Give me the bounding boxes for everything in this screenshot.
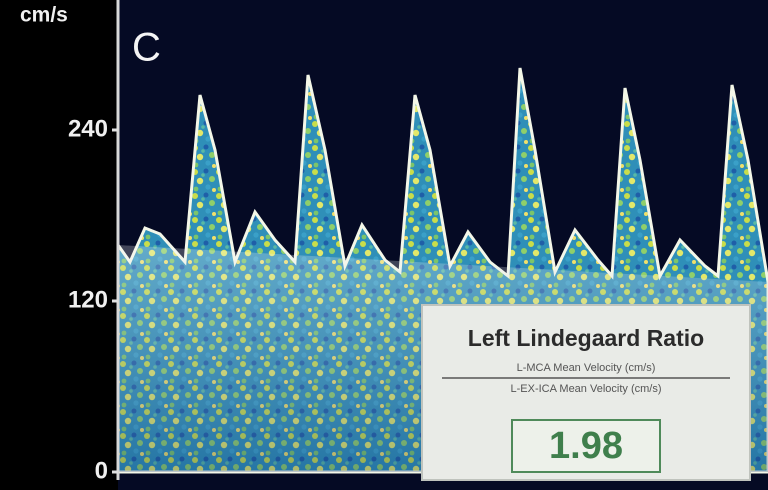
tick-label: 0: [95, 457, 108, 484]
ratio-box: Left Lindegaard Ratio L-MCA Mean Velocit…: [421, 304, 751, 481]
ratio-title: Left Lindegaard Ratio: [468, 325, 704, 351]
axis-unit: cm/s: [20, 4, 68, 27]
ratio-value-box: [511, 419, 661, 473]
ratio-denominator: L-EX-ICA Mean Velocity (cm/s): [511, 383, 662, 395]
tick-label: 240: [68, 115, 108, 142]
ratio-numerator: L-MCA Mean Velocity (cm/s): [517, 362, 656, 374]
ratio-value: 1.98: [549, 425, 623, 467]
tick-label: 120: [68, 286, 108, 313]
panel-label: C: [132, 26, 161, 70]
